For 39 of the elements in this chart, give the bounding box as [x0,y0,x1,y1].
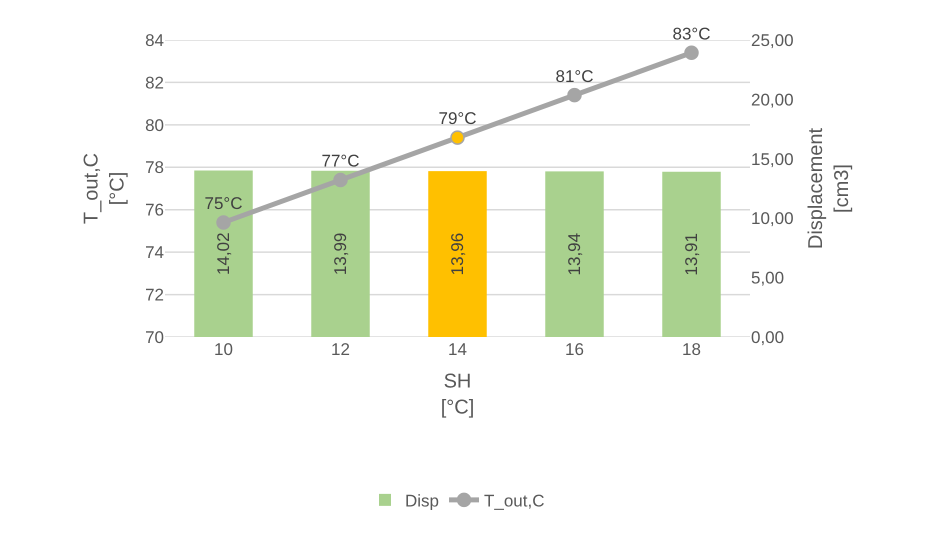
x-tick-label: 14 [448,340,467,359]
point [684,45,699,60]
y2-tick-label: 25,00 [751,30,794,50]
x-tick-label: 16 [565,340,584,359]
y2-tick-label: 10,00 [751,209,794,228]
y2-tick-label: 0,00 [751,328,784,347]
data-label: 13,94 [565,232,584,276]
data-label: 13,99 [331,232,350,276]
y-tick-label: 70 [145,328,164,347]
data-label: 13,96 [448,232,467,276]
y-tick-label: 84 [145,30,164,50]
x-tick-label: 10 [214,340,233,359]
y2-tick-label: 15,00 [751,150,794,169]
y-tick-label: 74 [145,243,164,262]
y2-axis-title: Displacement [cm3] [805,127,854,250]
y-tick-label: 76 [145,200,164,220]
y-tick-label: 82 [145,73,164,92]
x-tick-label: 12 [331,340,350,359]
y-tick-label: 72 [145,286,164,305]
y-tick-label: 80 [145,116,164,135]
y2-tick-label: 5,00 [751,268,784,288]
y-tick-label: 78 [145,158,164,178]
point [567,88,582,102]
x-tick-label: 18 [682,340,701,359]
point [216,215,231,230]
x-axis-title: SH [°C] [440,370,474,418]
y2-tick-label: 20,00 [751,90,794,110]
legend-label: T_out,C [484,492,544,511]
data-label: 75°C [204,194,242,214]
data-label: 81°C [556,66,594,86]
data-label: 14,02 [214,232,233,275]
y-axis-title: T_out,C [°C] [80,152,129,224]
legend-label: Disp [405,492,440,511]
point [333,172,348,188]
data-label: 13,91 [682,233,701,276]
data-label: 79°C [438,109,476,128]
data-label: 83°C [672,24,710,44]
data-label: 77°C [322,152,360,171]
point [450,130,465,145]
